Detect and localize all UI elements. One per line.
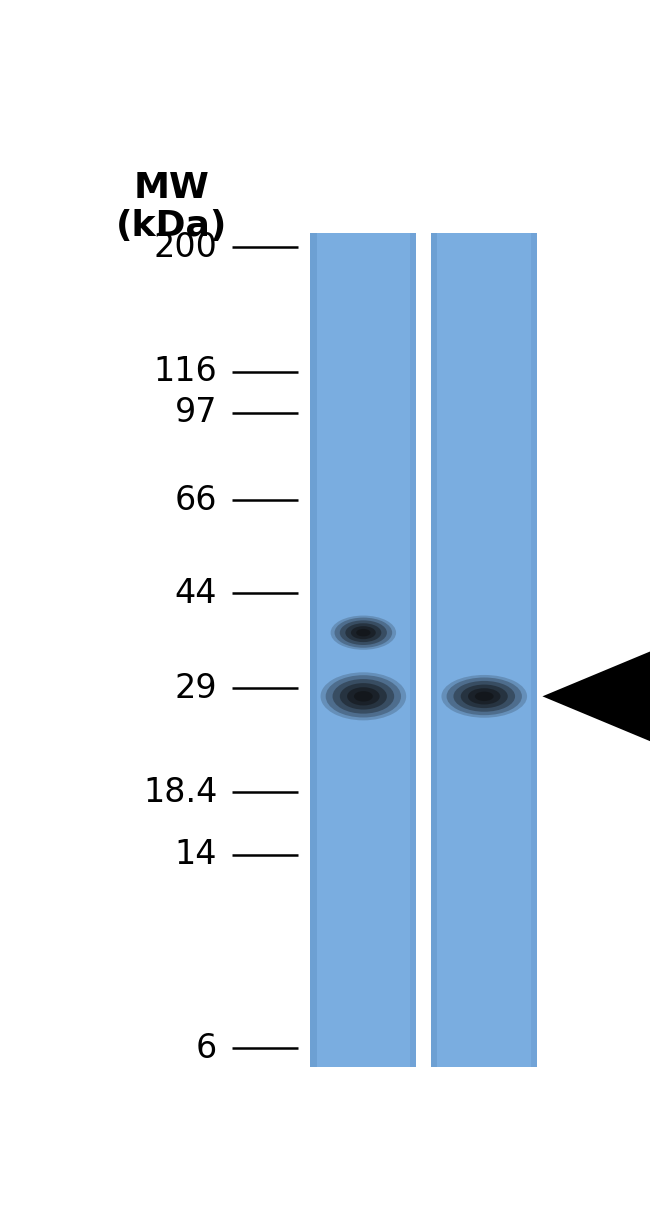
Ellipse shape — [441, 675, 527, 718]
Text: 29: 29 — [175, 672, 217, 705]
Ellipse shape — [461, 684, 508, 708]
Ellipse shape — [475, 692, 493, 700]
Ellipse shape — [340, 620, 387, 645]
Text: 66: 66 — [175, 484, 217, 517]
Ellipse shape — [454, 681, 515, 712]
Ellipse shape — [351, 627, 376, 639]
Bar — [410, 233, 416, 1067]
Ellipse shape — [345, 623, 382, 643]
Ellipse shape — [333, 680, 394, 714]
Text: 200: 200 — [153, 230, 217, 263]
Ellipse shape — [340, 683, 387, 709]
Bar — [432, 233, 537, 1067]
Ellipse shape — [356, 629, 370, 636]
Text: 14: 14 — [175, 838, 217, 872]
Bar — [311, 233, 416, 1067]
Text: 18.4: 18.4 — [143, 776, 217, 809]
Ellipse shape — [320, 672, 406, 720]
Bar — [432, 233, 437, 1067]
Bar — [311, 233, 317, 1067]
Text: MW: MW — [134, 171, 210, 206]
Ellipse shape — [331, 616, 396, 650]
Ellipse shape — [326, 675, 401, 718]
Ellipse shape — [347, 687, 380, 705]
Text: 44: 44 — [175, 576, 217, 609]
Ellipse shape — [335, 618, 392, 648]
Text: 97: 97 — [175, 396, 217, 430]
Ellipse shape — [354, 691, 372, 702]
Text: 116: 116 — [153, 356, 217, 388]
Ellipse shape — [447, 677, 522, 715]
Ellipse shape — [468, 688, 500, 704]
Text: 6: 6 — [196, 1032, 217, 1065]
Bar — [531, 233, 537, 1067]
Text: (kDa): (kDa) — [116, 209, 228, 244]
